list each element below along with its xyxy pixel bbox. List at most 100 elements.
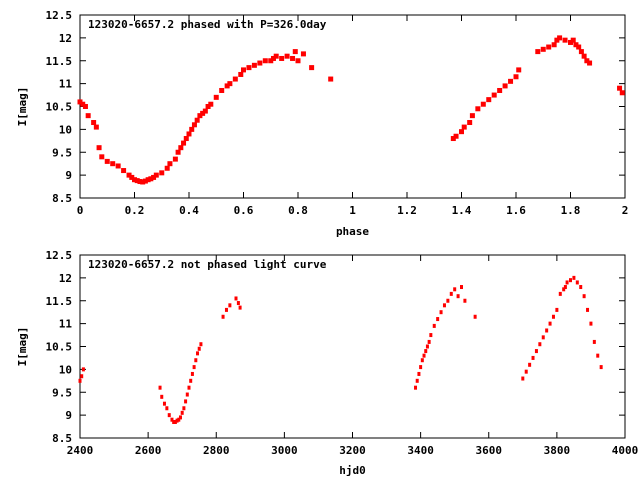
bottom-data-point xyxy=(432,323,436,328)
bottom-data-point xyxy=(538,342,542,347)
top-y-tick-label: 9.5 xyxy=(52,146,72,159)
top-data-point xyxy=(279,55,285,61)
top-data-series xyxy=(77,35,625,185)
top-data-point xyxy=(584,58,590,64)
bottom-data-point xyxy=(425,344,429,349)
top-y-tick-label: 12.5 xyxy=(46,9,73,22)
top-data-point xyxy=(467,120,473,126)
bottom-data-point xyxy=(178,415,182,420)
top-data-point xyxy=(186,131,192,137)
bottom-data-point xyxy=(442,303,446,308)
bottom-x-tick-label: 3800 xyxy=(544,444,571,457)
top-data-point xyxy=(151,174,157,180)
bottom-data-point xyxy=(187,385,191,390)
top-x-axis-label: phase xyxy=(336,225,369,238)
bottom-data-point xyxy=(524,369,528,374)
bottom-data-point xyxy=(238,305,242,310)
bottom-data-point xyxy=(586,307,590,312)
bottom-data-point xyxy=(173,419,177,424)
top-data-point xyxy=(197,113,203,119)
top-data-point xyxy=(295,58,301,64)
top-data-point xyxy=(213,94,219,100)
bottom-data-point xyxy=(534,349,538,354)
bottom-y-tick-label: 12 xyxy=(59,272,72,285)
bottom-data-point xyxy=(565,280,569,285)
bottom-data-point xyxy=(422,353,426,358)
top-data-point xyxy=(159,170,165,176)
bottom-data-point xyxy=(221,314,225,319)
bottom-y-tick-label: 10.5 xyxy=(46,341,73,354)
top-data-point xyxy=(461,124,467,130)
top-data-point xyxy=(132,177,137,183)
top-data-point xyxy=(497,87,503,93)
bottom-data-point xyxy=(589,321,593,326)
top-chart-title: 123020-6657.2 phased with P=326.0day xyxy=(88,18,327,31)
bottom-data-point xyxy=(439,310,443,315)
top-data-point xyxy=(129,174,135,180)
bottom-data-point xyxy=(551,314,555,319)
bottom-data-point xyxy=(184,399,188,404)
top-data-point xyxy=(126,172,132,178)
top-y-tick-label: 8.5 xyxy=(52,192,72,205)
bottom-x-tick-label: 3200 xyxy=(339,444,366,457)
top-data-point xyxy=(268,58,274,64)
bottom-data-point xyxy=(563,285,567,290)
bottom-y-tick-label: 9 xyxy=(65,409,72,422)
top-data-point xyxy=(491,92,497,98)
top-x-tick-label: 0.4 xyxy=(179,204,199,217)
top-x-tick-label: 1.2 xyxy=(397,204,417,217)
bottom-data-point xyxy=(420,358,424,363)
bottom-data-point xyxy=(572,275,576,280)
top-data-point xyxy=(183,136,189,142)
bottom-data-point xyxy=(545,328,549,333)
top-data-point xyxy=(576,44,582,50)
bottom-data-point xyxy=(419,365,423,370)
top-data-point xyxy=(459,129,464,135)
bottom-data-point xyxy=(172,419,176,424)
bottom-data-point xyxy=(555,307,559,312)
top-data-point xyxy=(82,104,88,109)
top-data-point xyxy=(164,165,170,171)
bottom-data-point xyxy=(436,317,440,322)
top-data-point xyxy=(200,110,206,116)
top-data-point xyxy=(148,176,154,182)
bottom-data-point xyxy=(521,376,525,381)
top-data-point xyxy=(99,154,105,160)
top-data-point xyxy=(232,76,238,82)
top-data-point xyxy=(273,53,279,59)
bottom-x-tick-label: 2800 xyxy=(203,444,230,457)
bottom-data-point xyxy=(582,294,586,299)
top-data-point xyxy=(104,158,110,164)
top-data-point xyxy=(238,71,244,77)
bottom-data-point xyxy=(199,342,203,347)
top-y-tick-label: 10 xyxy=(59,123,72,136)
top-data-point xyxy=(562,37,568,43)
top-x-tick-label: 0.2 xyxy=(125,204,145,217)
top-data-point xyxy=(194,117,200,123)
top-data-point xyxy=(137,179,143,185)
bottom-data-series xyxy=(78,275,603,424)
top-data-point xyxy=(570,37,576,43)
top-data-point xyxy=(257,60,263,66)
top-data-point xyxy=(513,74,519,80)
bottom-data-point xyxy=(592,339,596,344)
bottom-data-point xyxy=(569,278,572,283)
bottom-data-point xyxy=(541,335,545,340)
top-y-axis-label: I[mag] xyxy=(16,87,29,127)
top-data-point xyxy=(153,172,159,178)
bottom-data-point xyxy=(558,291,562,296)
top-data-point xyxy=(121,168,127,174)
top-data-point xyxy=(573,42,579,48)
top-data-point xyxy=(189,126,195,132)
bottom-data-point xyxy=(162,401,166,406)
bottom-data-point xyxy=(599,365,603,370)
top-data-point xyxy=(178,145,184,151)
top-y-tick-label: 11 xyxy=(59,78,73,91)
unphased-light-curve-chart: 2400 2600 2800 3000 3200 3400 3600 3800 4000 8.5 9… xyxy=(16,249,638,477)
top-data-point xyxy=(587,60,593,66)
top-x-tick-label: 0.6 xyxy=(234,204,254,217)
bottom-data-point xyxy=(446,298,450,303)
bottom-data-point xyxy=(429,333,433,338)
top-data-point xyxy=(96,145,102,151)
bottom-data-point xyxy=(189,378,193,383)
